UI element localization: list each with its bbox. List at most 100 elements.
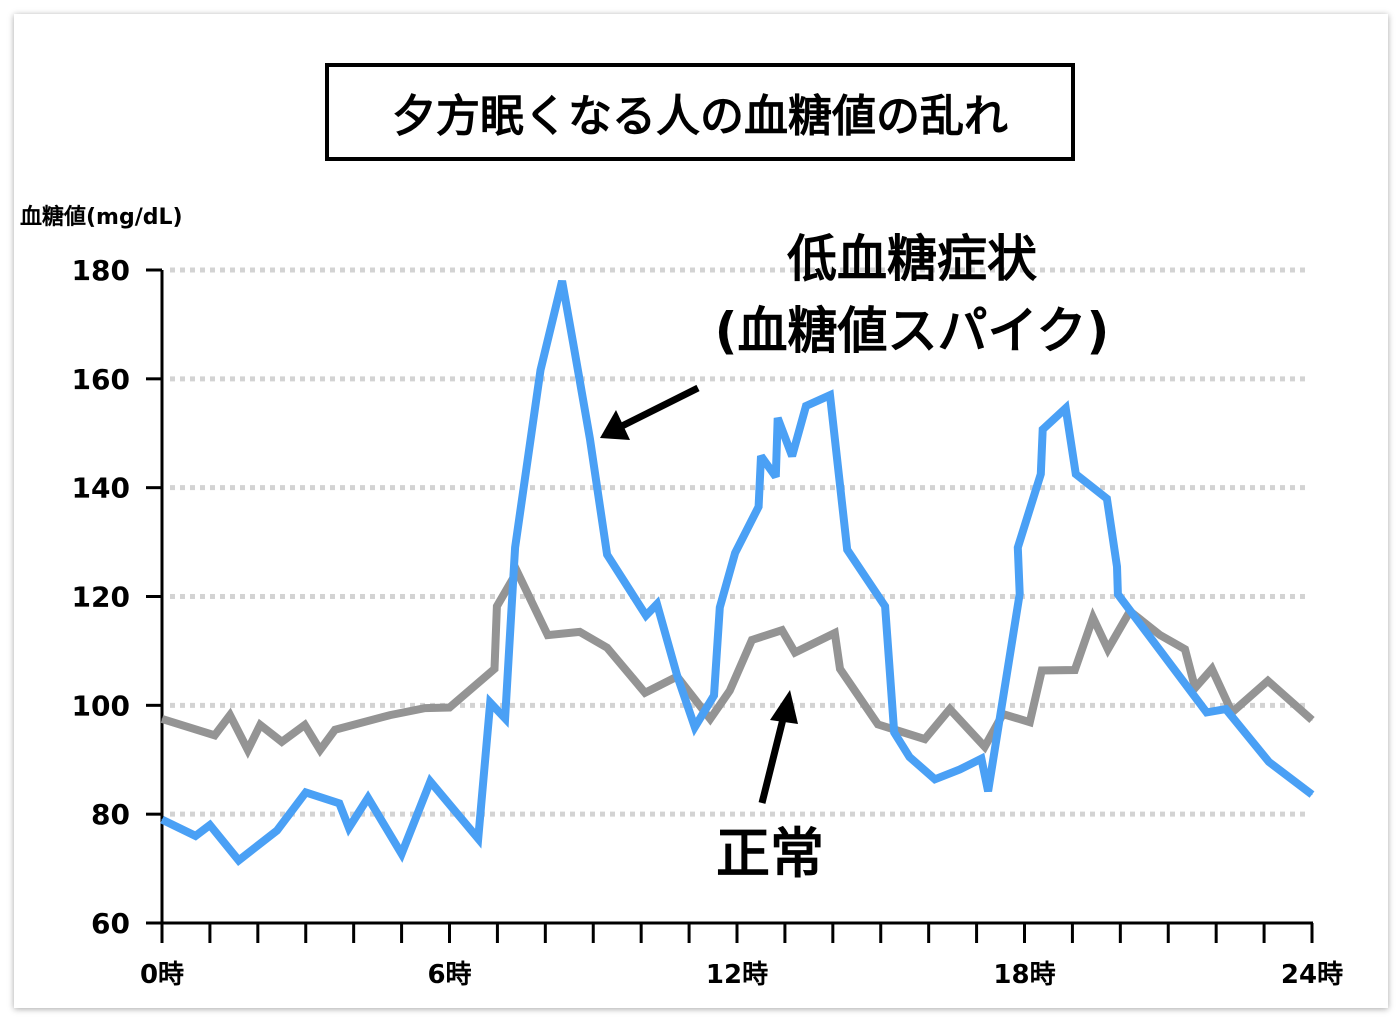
data-point-normal (1041, 670, 1043, 672)
data-point-normal (247, 749, 249, 751)
y-axis-label: 血糖値(mg/dL) (20, 204, 183, 230)
data-point-normal (839, 668, 841, 670)
data-point-spike (1019, 593, 1021, 595)
data-point-normal (319, 749, 321, 751)
data-point-spike (514, 547, 516, 549)
annotation-spike-line1: 低血糖症状 (787, 230, 1038, 288)
data-point-normal (424, 707, 426, 709)
x-tick-labels: 0時 6時 12時 18時 24時 (140, 960, 1343, 990)
data-point-normal (449, 707, 450, 709)
data-point-spike (893, 732, 895, 734)
data-point-spike (1117, 593, 1119, 595)
data-point-spike (367, 797, 369, 799)
data-point-spike (1065, 407, 1067, 409)
data-point-normal (304, 724, 306, 726)
data-point-normal (161, 718, 163, 720)
data-point-spike (1311, 794, 1313, 796)
data-point-normal (1029, 721, 1031, 723)
data-point-spike (348, 827, 350, 829)
data-point-normal (1159, 634, 1161, 636)
series-line-spike (160, 279, 1315, 866)
data-point-normal (496, 605, 498, 607)
data-point-normal (259, 724, 261, 726)
data-point-spike (713, 695, 715, 697)
data-point-spike (338, 802, 340, 804)
data-point-spike (589, 438, 591, 440)
data-point-spike (489, 702, 491, 704)
data-point-normal (709, 718, 711, 720)
data-point-normal (781, 629, 783, 631)
data-point-spike (934, 778, 936, 780)
data-point-spike (1206, 711, 1208, 713)
data-point-normal (1107, 648, 1109, 650)
data-point-spike (758, 506, 760, 508)
data-point-spike (1017, 547, 1019, 549)
x-tick-label: 18時 (993, 960, 1055, 990)
data-point-spike (805, 405, 807, 407)
arrow-spike-icon (600, 384, 700, 440)
annotation-normal: 正常 (716, 822, 824, 885)
data-point-spike (1268, 761, 1270, 763)
data-point-spike (846, 549, 848, 551)
data-point-spike (1040, 473, 1042, 475)
data-point-spike (606, 554, 608, 556)
data-point-spike (195, 835, 197, 837)
series-lines (160, 279, 1315, 866)
data-point-spike (676, 674, 678, 676)
data-point-spike (1075, 473, 1077, 475)
data-point-normal (1211, 668, 1213, 670)
data-point-spike (540, 369, 542, 371)
data-point-normal (389, 714, 391, 716)
data-point-normal (949, 708, 951, 710)
data-point-normal (751, 639, 753, 641)
data-point-spike (1116, 566, 1118, 568)
data-point-spike (987, 790, 989, 792)
chart-card (14, 14, 1388, 1008)
data-point-normal (924, 738, 926, 740)
y-tick-label: 60 (91, 907, 130, 940)
data-point-spike (504, 717, 506, 719)
data-point-normal (281, 741, 283, 743)
x-tick-label: 12時 (706, 960, 768, 990)
data-point-spike (980, 758, 982, 760)
arrow-normal-icon (758, 690, 798, 804)
y-tick-label: 80 (91, 798, 130, 831)
data-point-spike (1042, 428, 1044, 430)
data-point-spike (209, 824, 211, 826)
y-tick-label: 140 (72, 472, 130, 505)
data-point-normal (834, 632, 836, 634)
data-point-spike (909, 756, 910, 758)
data-point-normal (877, 723, 879, 725)
data-point-spike (829, 394, 831, 396)
data-point-spike (1106, 498, 1108, 500)
data-point-spike (884, 605, 886, 607)
annotation-spike-line2: (血糖値スパイク) (715, 302, 1110, 360)
data-point-normal (547, 634, 549, 636)
data-point-normal (729, 690, 731, 692)
data-point-spike (777, 417, 779, 419)
data-point-normal (794, 652, 796, 654)
y-tick-label: 100 (72, 689, 130, 722)
x-tick-label: 24時 (1281, 960, 1343, 990)
data-point-normal (606, 647, 608, 649)
data-point-spike (760, 455, 762, 457)
data-point-normal (579, 631, 581, 633)
data-point-spike (573, 347, 575, 349)
data-point-spike (645, 615, 647, 617)
data-point-spike (694, 726, 696, 728)
data-point-spike (401, 853, 403, 855)
data-point-spike (477, 838, 479, 840)
data-point-spike (791, 455, 793, 457)
data-point-spike (305, 791, 307, 793)
data-point-normal (984, 746, 986, 748)
data-point-spike (161, 819, 163, 821)
data-point-spike (276, 829, 278, 831)
data-point-normal (229, 714, 231, 716)
data-point-normal (334, 729, 336, 731)
axes (146, 268, 1314, 943)
data-point-normal (214, 734, 216, 736)
data-point-spike (429, 781, 431, 783)
data-point-normal (644, 692, 646, 694)
data-point-normal (1074, 669, 1076, 671)
